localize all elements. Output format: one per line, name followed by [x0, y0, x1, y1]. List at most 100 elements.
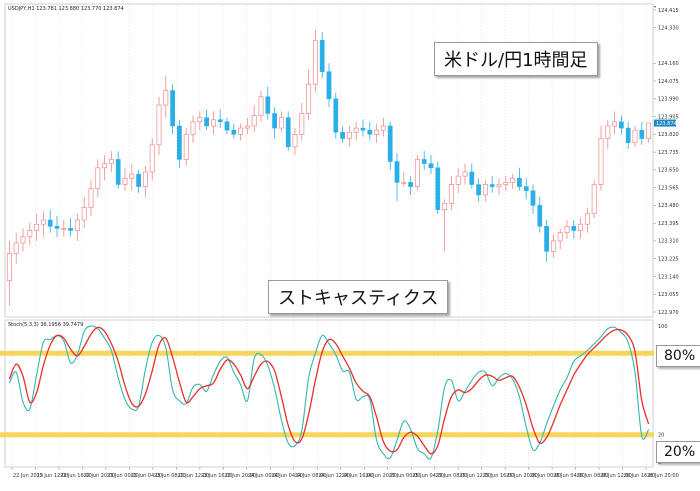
candle-body	[489, 184, 495, 187]
candle-bullish	[190, 115, 196, 143]
candle-bullish	[156, 96, 162, 156]
candle-bearish	[272, 107, 277, 139]
x-tick-label: 25 Jun 12:00	[459, 473, 491, 479]
candle-body	[13, 242, 19, 254]
candle-body	[149, 144, 155, 173]
candle-bullish	[6, 240, 12, 306]
price-y-tick-label: 123.310	[658, 239, 679, 245]
candle-bullish	[414, 155, 420, 191]
price-y-tick-label: 123.225	[658, 257, 679, 263]
candle-body	[523, 186, 529, 192]
candle-bullish	[108, 151, 114, 172]
x-tick-label: 25 Jun 08:00	[436, 473, 468, 479]
candle-bearish	[428, 155, 434, 175]
candle-bullish	[258, 90, 264, 122]
candle-body	[353, 127, 359, 133]
candle-bearish	[319, 31, 325, 78]
candle-body	[190, 121, 196, 135]
candle-bullish	[244, 117, 250, 135]
candle-bullish	[564, 220, 570, 239]
candle-body	[88, 188, 94, 208]
x-tick-label: 23 Jun 16:00	[201, 473, 233, 479]
candle-body	[421, 159, 427, 164]
price-y-tick-label: 124.415	[658, 8, 679, 14]
candle-body	[455, 175, 461, 185]
candle-bullish	[74, 213, 80, 241]
x-tick-label: 24 Jun 04:00	[271, 473, 303, 479]
candle-body	[584, 213, 590, 225]
price-y-tick-label: 123.480	[658, 203, 679, 209]
candle-bearish	[619, 115, 624, 135]
candle-bullish	[632, 125, 638, 147]
last-price-label: 123.874	[656, 121, 677, 127]
price-y-tick-label: 123.905	[658, 114, 679, 120]
candle-body	[61, 228, 67, 230]
candle-bullish	[380, 117, 386, 137]
candle-body	[646, 122, 652, 139]
x-tick-label: 22 Jun 16:00	[60, 473, 92, 479]
x-tick-label: 25 Jun 00:00	[389, 473, 421, 479]
candle-bullish	[142, 165, 148, 198]
candle-body	[340, 132, 345, 139]
candle-bearish	[170, 84, 175, 135]
candle-bearish	[544, 220, 549, 262]
candle-bearish	[476, 178, 481, 202]
candle-bearish	[421, 151, 427, 170]
candle-body	[408, 182, 413, 187]
candle-bullish	[210, 111, 216, 135]
candle-body	[639, 129, 645, 139]
candle-bullish	[442, 199, 448, 252]
candle-body	[108, 159, 114, 164]
candle-bullish	[503, 176, 509, 191]
candle-bullish	[102, 155, 108, 181]
x-tick-label: 26 Jun 20:00	[647, 473, 679, 479]
candle-body	[435, 167, 441, 210]
candle-body	[591, 184, 597, 215]
candle-bearish	[204, 109, 209, 131]
candle-body	[557, 232, 563, 242]
candle-body	[285, 117, 291, 148]
stoch-name-label: ストキャスティクス	[268, 280, 449, 314]
x-tick-label: 24 Jun 00:00	[248, 473, 280, 479]
x-tick-label: 26 Jun 16:00	[624, 473, 656, 479]
candle-body	[68, 228, 73, 231]
candle-body	[115, 159, 121, 185]
candle-body	[40, 219, 46, 225]
candle-body	[278, 117, 284, 129]
candle-body	[326, 71, 332, 100]
candle-bearish	[231, 123, 237, 139]
x-tick-label: 24 Jun 20:00	[365, 473, 397, 479]
dropdown-arrow-icon[interactable]	[654, 6, 656, 8]
candle-bullish	[81, 197, 87, 229]
candle-body	[136, 173, 141, 187]
candle-bullish	[462, 163, 468, 185]
candle-body	[625, 127, 631, 143]
price-y-tick-label: 122.970	[658, 310, 679, 316]
candle-body	[442, 202, 448, 210]
candle-bullish	[88, 180, 94, 216]
candle-body	[482, 184, 488, 196]
candle-bullish	[197, 111, 203, 131]
candle-bullish	[122, 167, 128, 191]
candle-body	[530, 190, 536, 206]
candle-bullish	[550, 234, 556, 258]
candle-body	[414, 159, 420, 187]
price-header: USDJPY,H1 123.781 123.880 123.770 123.87…	[8, 6, 124, 12]
price-y-tick-label: 123.565	[658, 185, 679, 191]
candle-body	[6, 253, 12, 282]
candle-bullish	[578, 217, 584, 239]
candle-body	[74, 219, 80, 231]
candle-bearish	[333, 92, 339, 139]
candle-body	[598, 138, 604, 185]
candle-body	[217, 119, 223, 123]
candle-bullish	[312, 29, 318, 93]
candle-bearish	[115, 151, 121, 189]
candle-body	[428, 163, 434, 169]
stoch-header: Stoch(5,3,3) 36.1956 39.7479	[8, 322, 83, 328]
candle-body	[170, 90, 175, 127]
x-tick-label: 23 Jun 20:00	[224, 473, 256, 479]
candle-body	[142, 171, 148, 187]
x-tick-label: 23 Jun 00:00	[107, 473, 139, 479]
stoch-y-tick-label: 20	[658, 433, 664, 439]
candle-bearish	[265, 86, 271, 120]
